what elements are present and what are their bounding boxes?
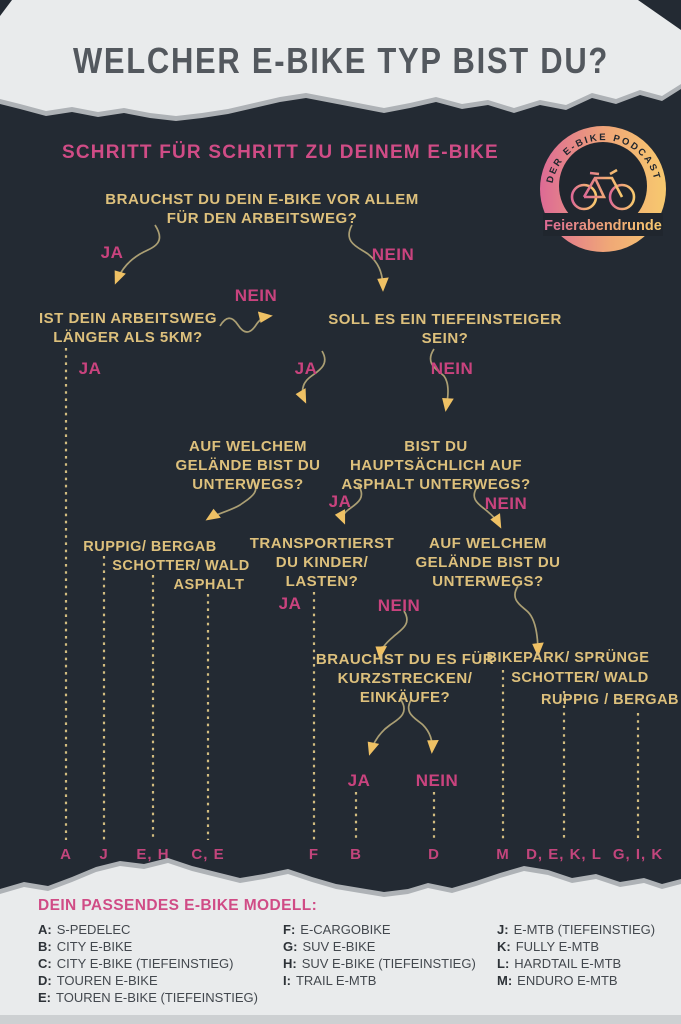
legend-item-k: K: FULLY E-MTB <box>497 939 600 954</box>
result-letter-b: B <box>350 846 362 863</box>
answer-ja-asphalt: JA <box>328 492 352 511</box>
option-asphalt: ASPHALT <box>173 577 245 593</box>
arrow-q2-nein-wavy <box>219 311 273 333</box>
question-asphalt-mainly: BIST DU HAUPTSÄCHLICH AUF ASPHALT UNTERW… <box>341 438 531 493</box>
torn-corner-left <box>0 0 12 16</box>
legend-item-a: A: S-PEDELEC <box>38 922 131 937</box>
option-ruppig-bergab-left: RUPPIG/ BERGAB <box>83 539 217 555</box>
arrow-q1-nein <box>348 224 389 292</box>
result-letter-gik: G, I, K <box>612 846 664 863</box>
legend-item-j: J: E-MTB (TIEFEINSTIEG) <box>497 922 656 937</box>
torn-paper-bottom <box>0 858 681 1024</box>
legend-column-1: A: S-PEDELEC B: CITY E-BIKE C: CITY E-BIKE … <box>38 921 258 1006</box>
answer-nein-asphalt: NEIN <box>484 494 528 513</box>
answer-nein-distance: NEIN <box>234 286 278 305</box>
legend-item-e: E: TOUREN E-BIKE (TIEFEINSTIEG) <box>38 990 259 1005</box>
result-letter-j: J <box>99 846 109 863</box>
legend-item-c: C: CITY E-BIKE (TIEFEINSTIEG) <box>38 956 234 971</box>
option-bikepark-spruenge: BIKEPARK/ SPRÜNGE <box>486 650 650 666</box>
legend-title: DEIN PASSENDES E-BIKE MODELL: <box>38 897 318 914</box>
arrow-q8-nein <box>407 699 439 754</box>
question-terrain-left: AUF WELCHEM GELÄNDE BIST DU UNTERWEGS? <box>175 438 321 493</box>
legend-item-h: H: SUV E-BIKE (TIEFEINSTIEG) <box>283 956 476 971</box>
result-letter-dekl: D, E, K, L <box>526 846 602 863</box>
result-letter-f: F <box>308 846 320 863</box>
answer-ja-cargo: JA <box>278 594 302 613</box>
result-letter-d: D <box>428 846 440 863</box>
question-distance: IST DEIN ARBEITSWEG LÄNGER ALS 5KM? <box>38 310 218 346</box>
answer-ja-distance: JA <box>78 359 102 378</box>
answer-nein-commute: NEIN <box>371 245 415 264</box>
legend-item-b: B: CITY E-BIKE <box>38 939 133 954</box>
arrow-q4-terrain <box>205 478 257 521</box>
option-ruppig-bergab-right: RUPPIG / BERGAB <box>540 692 680 708</box>
arrow-q7-terrain <box>514 585 544 657</box>
torn-corner-right <box>638 0 681 30</box>
question-stepthrough: SOLL ES EIN TIEFEINSTEIGER SEIN? <box>328 311 562 347</box>
legend-item-g: G: SUV E-BIKE <box>283 939 376 954</box>
bike-icon <box>570 168 636 211</box>
answer-ja-short-trips: JA <box>347 771 371 790</box>
result-letter-m: M <box>496 846 510 863</box>
legend-item-d: D: TOUREN E-BIKE <box>38 973 158 988</box>
answer-ja-stepthrough: JA <box>294 359 318 378</box>
podcast-logo-badge: DER E-BIKE PODCAST Feierabendrunde <box>540 126 666 252</box>
arrow-q5-nein <box>473 485 502 529</box>
arrow-q3-nein <box>429 348 454 412</box>
arrow-q6-nein <box>375 610 408 660</box>
logo-name: Feierabendrunde <box>544 218 662 234</box>
legend-item-m: M: ENDURO E-MTB <box>497 973 618 988</box>
legend-item-i: I: TRAIL E-MTB <box>283 973 377 988</box>
answer-ja-commute: JA <box>100 243 124 262</box>
legend-column-3: J: E-MTB (TIEFEINSTIEG) K: FULLY E-MTB L: H… <box>497 921 655 989</box>
question-terrain-right: AUF WELCHEM GELÄNDE BIST DU UNTERWEGS? <box>415 535 561 590</box>
arrow-q5-ja <box>334 484 363 525</box>
flow-subtitle: SCHRITT FÜR SCHRITT ZU DEINEM E-BIKE <box>62 142 499 163</box>
legend-item-f: F: E-CARGOBIKE <box>283 922 391 937</box>
arrow-q3-ja <box>295 350 326 404</box>
result-letter-a: A <box>60 846 72 863</box>
result-letter-ce: C, E <box>191 846 225 863</box>
answer-nein-cargo: NEIN <box>377 596 421 615</box>
result-dotted-lines <box>64 348 640 840</box>
legend-item-l: L: HARDTAIL E-MTB <box>497 956 622 971</box>
result-letter-eh: E, H <box>136 846 170 863</box>
question-commute: BRAUCHST DU DEIN E-BIKE VOR ALLEM FÜR DE… <box>105 191 419 227</box>
arrow-q8-ja <box>367 699 405 756</box>
question-cargo: TRANSPORTIERST DU KINDER/ LASTEN? <box>249 535 395 590</box>
option-schotter-wald-left: SCHOTTER/ WALD <box>112 558 250 574</box>
torn-paper-top <box>0 0 681 121</box>
answer-nein-short-trips: NEIN <box>415 771 459 790</box>
legend-column-2: F: E-CARGOBIKE G: SUV E-BIKE H: SUV E-BIKE … <box>283 921 476 989</box>
question-short-trips: BRAUCHST DU ES FÜR KURZSTRECKEN/ EINKÄUF… <box>315 651 495 706</box>
answer-nein-stepthrough: NEIN <box>430 359 474 378</box>
option-schotter-wald-right: SCHOTTER/ WALD <box>511 670 649 686</box>
page-title: WELCHER E-BIKE TYP BIST DU? <box>72 40 609 81</box>
arrow-q1-ja <box>114 224 161 285</box>
